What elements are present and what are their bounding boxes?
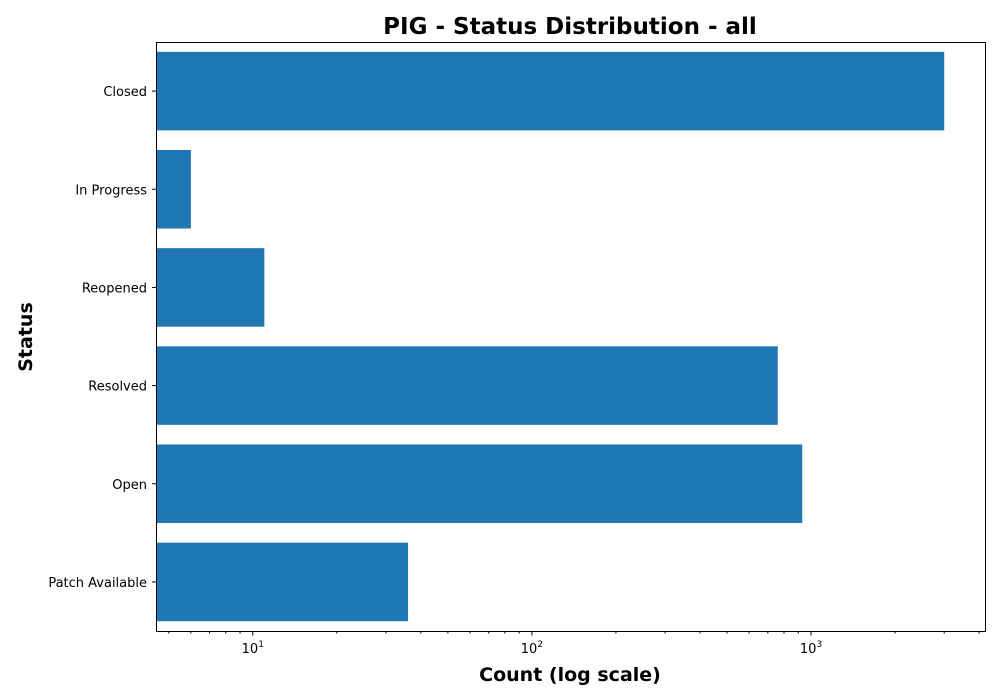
- y-axis-label: Status: [15, 302, 37, 372]
- y-tick-label-patch-available: Patch Available: [48, 576, 147, 591]
- bar-in-progress: [156, 149, 191, 229]
- bar-open: [156, 444, 803, 524]
- x-tick-label: 103: [800, 640, 822, 657]
- x-axis-label: Count (log scale): [479, 664, 661, 686]
- y-tick-label-open: Open: [112, 478, 147, 493]
- y-tick-label-reopened: Reopened: [82, 281, 147, 296]
- y-ticks-group: Closed In Progress Reopened Resolved Open Pat…: [48, 85, 156, 591]
- y-tick-label-resolved: Resolved: [88, 380, 147, 395]
- bar-closed: [156, 51, 945, 131]
- y-tick-label-closed: Closed: [103, 85, 147, 100]
- x-ticks-group: 101 102 103: [168, 631, 980, 657]
- bar-resolved: [156, 346, 778, 425]
- bar-reopened: [156, 248, 265, 327]
- x-tick-label: 101: [242, 640, 264, 657]
- chart-title: PIG - Status Distribution - all: [383, 14, 757, 40]
- x-tick-label: 102: [521, 640, 543, 657]
- bar-patch-available: [156, 542, 409, 622]
- y-tick-label-in-progress: In Progress: [75, 183, 147, 198]
- plot-frame: [156, 42, 986, 632]
- bars-group: [156, 51, 945, 622]
